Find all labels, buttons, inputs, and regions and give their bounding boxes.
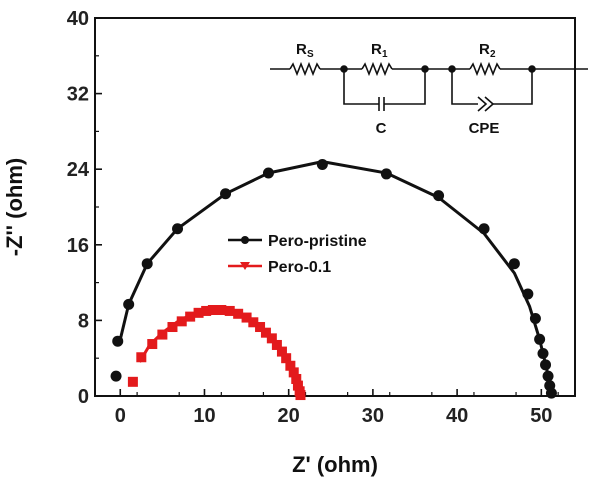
data-point-pero-pristine <box>112 335 124 347</box>
cpe-element-icon <box>477 96 488 112</box>
data-point-pero-0-1 <box>127 376 138 387</box>
data-point-pero-0-1 <box>185 311 196 322</box>
x-tick-label: 40 <box>446 405 468 427</box>
data-point-pero-0-1 <box>216 305 227 316</box>
data-points <box>110 158 557 401</box>
resistor-r1-icon <box>361 61 393 77</box>
data-point-pero-0-1 <box>291 373 302 384</box>
data-point-pero-pristine <box>380 168 392 180</box>
y-tick-label: 0 <box>78 386 89 408</box>
circuit-wire <box>343 69 379 105</box>
data-point-pero-pristine <box>542 370 554 382</box>
data-point-pero-0-1 <box>233 308 244 319</box>
data-point-pero-0-1 <box>224 305 235 316</box>
equivalent-circuit-inset <box>270 61 588 112</box>
label-cpe: CPE <box>469 120 500 137</box>
x-axis-title: Z' (ohm) <box>292 452 378 477</box>
data-point-pero-0-1 <box>292 380 303 391</box>
legend-label-pero-0-1: Pero-0.1 <box>268 259 331 276</box>
data-point-pero-pristine <box>172 223 184 235</box>
data-point-pero-0-1 <box>167 322 178 333</box>
data-point-pero-0-1 <box>248 317 259 328</box>
data-point-pero-pristine <box>522 288 534 300</box>
circuit-wire <box>451 69 478 105</box>
data-point-pero-0-1 <box>241 312 252 323</box>
data-point-pero-0-1 <box>193 307 204 318</box>
circuit-wire <box>384 69 426 105</box>
data-point-pero-0-1 <box>260 327 271 338</box>
y-tick-label: 8 <box>78 310 89 332</box>
label-r1-sub: 1 <box>382 49 388 60</box>
axis-ticks: 0 10 20 30 40 50 0 8 16 24 32 40 <box>67 8 559 427</box>
label-rs-sub: S <box>307 49 314 60</box>
circuit-wire <box>493 69 533 105</box>
data-point-pero-pristine <box>110 370 122 382</box>
data-point-pero-pristine <box>508 258 520 270</box>
fit-line-pero-0-1 <box>138 307 302 397</box>
label-r2: R <box>479 41 490 58</box>
data-point-pero-0-1 <box>255 322 266 333</box>
fit-lines <box>118 160 554 397</box>
legend: Pero-pristine Pero-0.1 <box>228 233 367 276</box>
data-point-pero-pristine <box>220 188 232 200</box>
data-point-pero-0-1 <box>285 360 296 371</box>
data-point-pero-pristine <box>537 347 549 359</box>
legend-label-pero-pristine: Pero-pristine <box>268 233 367 250</box>
label-r1: R <box>371 41 382 58</box>
data-point-pero-pristine <box>316 158 328 170</box>
y-tick-label: 40 <box>67 8 89 30</box>
label-c: C <box>376 120 387 137</box>
data-point-pero-0-1 <box>271 339 282 350</box>
legend-marker-pero-0-1 <box>240 262 250 270</box>
x-tick-label: 20 <box>278 405 300 427</box>
y-tick-label: 32 <box>67 84 89 106</box>
data-point-pero-0-1 <box>295 390 306 401</box>
data-point-pero-pristine <box>433 190 445 202</box>
y-axis-title: -Z'' (ohm) <box>2 158 27 256</box>
data-point-pero-pristine <box>262 167 274 179</box>
data-point-pero-0-1 <box>176 316 187 327</box>
x-tick-label: 30 <box>362 405 384 427</box>
legend-marker-pero-pristine <box>241 236 249 244</box>
x-tick-label: 50 <box>530 405 552 427</box>
data-point-pero-0-1 <box>281 353 292 364</box>
data-point-pero-0-1 <box>207 305 218 316</box>
data-point-pero-0-1 <box>288 367 299 378</box>
y-tick-label: 16 <box>67 235 89 257</box>
data-point-pero-0-1 <box>276 346 287 357</box>
x-tick-label: 0 <box>115 405 126 427</box>
data-point-pero-pristine <box>141 258 153 270</box>
resistor-rs-icon <box>289 61 321 77</box>
data-point-pero-0-1 <box>266 333 277 344</box>
data-point-pero-pristine <box>540 359 552 371</box>
resistor-r2-icon <box>469 61 501 77</box>
data-point-pero-0-1 <box>157 329 168 340</box>
circuit-labels: R S R 1 R 2 C CPE <box>296 41 499 137</box>
data-point-pero-0-1 <box>136 352 147 363</box>
x-tick-label: 10 <box>193 405 215 427</box>
y-tick-label: 24 <box>67 159 90 181</box>
label-r2-sub: 2 <box>490 49 496 60</box>
data-point-pero-pristine <box>534 333 546 345</box>
data-point-pero-pristine <box>545 387 557 399</box>
data-point-pero-pristine <box>478 223 490 235</box>
label-rs: R <box>296 41 307 58</box>
data-point-pero-pristine <box>123 298 135 310</box>
data-point-pero-0-1 <box>201 305 212 316</box>
data-point-pero-0-1 <box>147 339 158 350</box>
data-point-pero-pristine <box>529 313 541 325</box>
fit-line-pero-pristine <box>118 160 554 397</box>
